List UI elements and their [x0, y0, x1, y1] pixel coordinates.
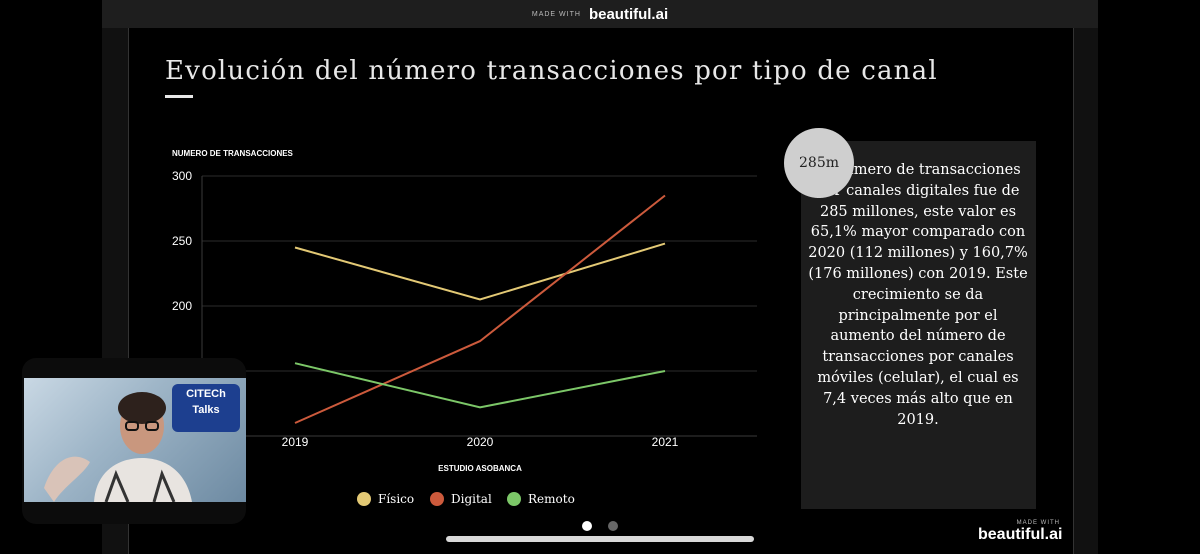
x-tick-label: 2021: [652, 435, 679, 449]
footer-brand[interactable]: MADE WITH beautiful.ai: [978, 520, 1063, 544]
slide-title: Evolución del número transacciones por t…: [165, 56, 938, 86]
page-dot-2[interactable]: [608, 521, 618, 531]
stat-panel: [801, 141, 1036, 509]
brand-logo[interactable]: beautiful.ai: [588, 5, 669, 23]
y-axis-title: NUMERO DE TRANSACCIONES: [172, 149, 294, 158]
y-tick-label: 300: [172, 169, 192, 183]
progress-scrubber[interactable]: [446, 536, 754, 542]
series-line-remoto: [294, 362, 666, 409]
legend-label: Digital: [451, 492, 492, 506]
x-tick-label: 2020: [467, 435, 494, 449]
top-brand-bar: MADE WITH beautiful.ai: [102, 0, 1098, 28]
logo-line2: Talks: [192, 404, 220, 416]
legend-label: Físico: [378, 492, 414, 506]
legend-swatch: [357, 492, 371, 506]
y-tick-label: 250: [172, 234, 192, 248]
x-axis-title: ESTUDIO ASOBANCA: [438, 464, 522, 473]
legend-swatch: [507, 492, 521, 506]
stat-badge-value: 285m: [799, 155, 839, 171]
series-line-digital: [294, 194, 666, 424]
logo-line1: CITECh: [186, 388, 226, 400]
series-line-físico: [294, 242, 666, 301]
stat-description: El número de transacciones por canales d…: [808, 162, 1028, 428]
made-with-label: MADE WITH: [531, 10, 581, 18]
page-dot-1[interactable]: [582, 521, 592, 531]
legend-swatch: [430, 492, 444, 506]
legend-label: Remoto: [528, 492, 575, 506]
footer-brand-logo: beautiful.ai: [978, 526, 1063, 543]
slide-pagination: [582, 521, 618, 531]
webcam-overlay[interactable]: [22, 358, 246, 524]
presenter-silhouette: [44, 392, 192, 503]
footer-made-with: MADE WITH: [1016, 520, 1060, 526]
citech-talks-logo: CITECh Talks: [172, 384, 240, 432]
title-underline: [165, 95, 193, 98]
stat-badge: 285m: [784, 128, 854, 198]
x-tick-label: 2019: [282, 435, 309, 449]
right-letterbox: [1098, 0, 1200, 554]
y-tick-label: 200: [172, 299, 192, 313]
